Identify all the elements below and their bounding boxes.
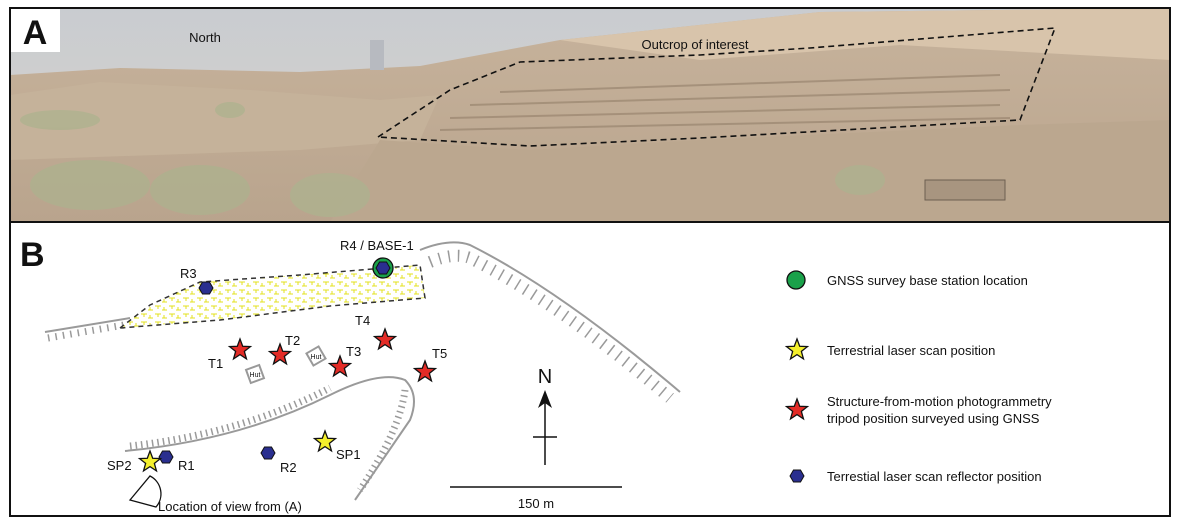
photo-annotation: North — [189, 30, 221, 45]
legend-entry: tripod position surveyed using GNSS — [827, 411, 1040, 426]
north-label: N — [538, 366, 552, 388]
legend-entry: Structure-from-motion photogrammetry — [827, 394, 1052, 409]
photo-annotation: Outcrop of interest — [642, 37, 749, 52]
panel-label: A — [23, 14, 48, 52]
map-label: T5 — [432, 346, 447, 361]
legend-entry: GNSS survey base station location — [827, 273, 1028, 288]
map-label: R4 / BASE-1 — [340, 238, 414, 253]
hut-label: Hut — [250, 372, 261, 379]
map-label: T3 — [346, 344, 361, 359]
figure: A North Outcrop of interest B Hut Hut R4… — [0, 0, 1178, 518]
map-label: T4 — [355, 313, 370, 328]
legend-entry: Terrestial laser scan reflector position — [827, 469, 1042, 484]
map-label: T1 — [208, 356, 223, 371]
hut-label: Hut — [311, 354, 322, 361]
map-label: R3 — [180, 266, 197, 281]
map-label: SP2 — [107, 458, 132, 473]
map-label: R1 — [178, 458, 195, 473]
map-label: SP1 — [336, 447, 361, 462]
map-label: R2 — [280, 460, 297, 475]
legend: GNSS survey base station location Terres… — [787, 271, 1053, 484]
photo-panel: A North Outcrop of interest — [10, 8, 1170, 222]
scale-label: 150 m — [518, 496, 554, 511]
map-label: Location of view from (A) — [158, 499, 302, 514]
map-panel: B Hut Hut R4 / BASE-1 R3 R1 R2 T1 T2 T3 … — [20, 236, 1052, 514]
legend-entry: Terrestrial laser scan position — [827, 343, 995, 358]
panel-label: B — [20, 236, 45, 274]
map-label: T2 — [285, 333, 300, 348]
